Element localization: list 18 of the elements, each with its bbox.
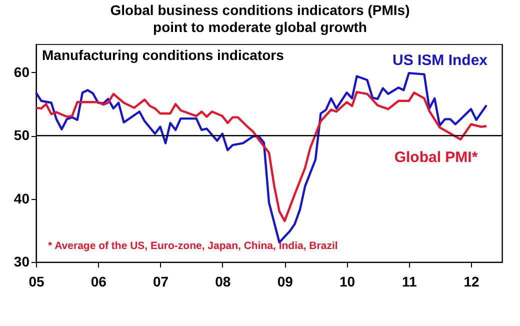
x-tick-label: 09 <box>277 274 294 290</box>
line-series <box>34 90 488 222</box>
y-tick-label: 60 <box>14 64 30 80</box>
y-tick-label: 40 <box>14 190 30 206</box>
x-tick-label: 11 <box>402 274 418 290</box>
x-tick-label: 12 <box>464 274 480 290</box>
chart-title: Global business conditions indicators (PMIs) point to moderate global growth <box>109 2 411 36</box>
chart-subtitle: Manufacturing conditions indicators <box>42 47 284 63</box>
y-tick-label: 50 <box>14 127 30 144</box>
x-tick-label: 08 <box>215 274 231 290</box>
x-tick-label: 10 <box>339 274 356 290</box>
series-label: Global PMI* <box>394 149 478 166</box>
series-label: US ISM Index <box>392 52 488 69</box>
annotation: * Average of the US, Euro-zone, Japan, China, India, Brazil <box>48 240 338 252</box>
x-tick-label: 06 <box>90 274 107 290</box>
y-tick-label: 30 <box>14 254 30 270</box>
x-tick-label: 07 <box>152 274 169 290</box>
x-tick-label: 05 <box>28 274 44 290</box>
